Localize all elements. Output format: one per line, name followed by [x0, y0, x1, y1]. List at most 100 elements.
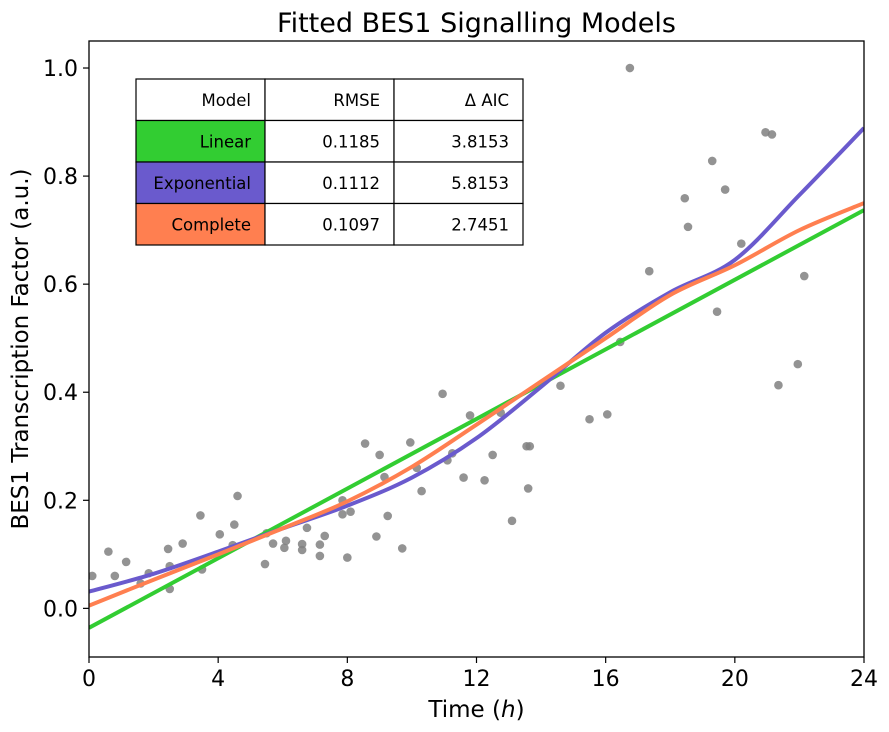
- data-point: [465, 411, 475, 420]
- data-point: [268, 539, 278, 548]
- data-point: [602, 410, 612, 419]
- table-cell: [135, 161, 266, 205]
- data-point: [178, 539, 187, 548]
- y-tick-label: 0.8: [43, 165, 78, 190]
- plot-area: [89, 63, 864, 630]
- y-axis-label: BES1 Transcription Factor (a.u.): [8, 168, 34, 529]
- data-point: [375, 450, 384, 460]
- data-point: [315, 551, 325, 561]
- data-point: [767, 130, 777, 139]
- axes: 0 4 8 12 16 20 24 0.0 0.2 0.4 0.6 0.8 1.0: [43, 57, 878, 692]
- table-cell: [264, 119, 395, 163]
- x-tick-label: 20: [721, 667, 749, 692]
- data-point: [761, 128, 770, 137]
- x-tick-label: 0: [82, 667, 96, 692]
- table-cell-text: 0.1185: [322, 132, 380, 151]
- data-point: [507, 516, 517, 526]
- data-point: [397, 544, 407, 553]
- data-point: [302, 523, 312, 533]
- data-point: [230, 520, 239, 529]
- data-point: [736, 239, 746, 248]
- data-point: [360, 439, 370, 448]
- y-tick-label: 0.4: [43, 381, 78, 406]
- model-stats-table: Model RMSE Δ AIC Linear 0.1185 3.8153 Exponent…: [135, 78, 524, 246]
- data-point: [680, 193, 690, 203]
- data-point: [438, 389, 447, 399]
- table-header-cell: [264, 78, 395, 122]
- data-point: [315, 540, 325, 549]
- data-point: [774, 380, 783, 390]
- data-point: [196, 511, 205, 520]
- x-tick-label: 16: [592, 667, 620, 692]
- table-cell-text: Complete: [171, 215, 251, 234]
- table-cell: [393, 161, 524, 205]
- x-axis-label: Time (h): [427, 697, 524, 723]
- y-tick-label: 0.6: [43, 273, 78, 298]
- table-header-text: Model: [201, 91, 251, 110]
- data-point: [793, 359, 803, 369]
- table-cell-text: 5.8153: [451, 174, 509, 193]
- data-point: [110, 571, 120, 581]
- table-cell-text: Linear: [200, 132, 251, 151]
- data-point: [163, 544, 173, 554]
- fit-line-linear: [89, 208, 864, 630]
- data-point: [215, 530, 225, 539]
- data-point: [343, 553, 352, 562]
- y-tick-label: 0.0: [43, 597, 78, 622]
- data-point: [683, 222, 693, 232]
- x-tick-label: 12: [463, 667, 491, 692]
- data-point: [799, 271, 809, 281]
- y-tick-label: 1.0: [43, 57, 78, 82]
- data-point: [372, 532, 381, 541]
- table-cell: [393, 202, 524, 246]
- data-point: [644, 266, 654, 276]
- x-tick-label: 24: [850, 667, 878, 692]
- table-cell: [264, 202, 395, 246]
- table-cell-text: 3.8153: [451, 132, 509, 151]
- data-point: [406, 438, 415, 447]
- x-tick-label: 4: [211, 667, 225, 692]
- x-tick-label: 8: [340, 667, 354, 692]
- table-header-text: Δ AIC: [465, 91, 509, 110]
- data-point: [281, 536, 291, 546]
- data-point: [625, 63, 635, 73]
- table-cell-text: 0.1097: [322, 215, 380, 234]
- fit-line-complete: [89, 201, 864, 608]
- table-cell: [135, 202, 266, 246]
- data-point: [89, 571, 97, 581]
- table-cell: [135, 119, 266, 163]
- data-point: [233, 491, 242, 501]
- table-cell: [393, 119, 524, 163]
- data-point: [346, 507, 355, 516]
- data-point: [121, 557, 131, 567]
- data-point: [260, 559, 270, 569]
- table-cell-text: Exponential: [153, 174, 251, 193]
- fit-line-exponential: [89, 126, 864, 594]
- data-point: [585, 414, 594, 424]
- chart-title: Fitted BES1 Signalling Models: [277, 8, 676, 39]
- table-header-text: RMSE: [333, 91, 380, 110]
- data-point: [707, 156, 717, 166]
- data-point: [320, 531, 330, 541]
- data-point: [480, 476, 489, 485]
- data-point: [280, 543, 289, 553]
- data-point: [459, 473, 468, 482]
- table-cell-text: 2.7451: [451, 215, 509, 234]
- data-point: [297, 545, 307, 555]
- data-point: [383, 511, 393, 521]
- data-point: [338, 510, 347, 519]
- table-cell-text: 0.1112: [322, 174, 380, 193]
- data-point: [720, 185, 730, 194]
- data-point: [297, 539, 307, 549]
- data-point: [556, 381, 565, 391]
- data-point: [488, 450, 497, 460]
- data-point: [523, 484, 533, 493]
- data-point: [417, 486, 426, 496]
- data-point: [525, 441, 535, 451]
- data-point: [104, 547, 113, 556]
- table-header-cell: [135, 78, 266, 122]
- table-header-cell: [393, 78, 524, 122]
- data-point: [712, 307, 722, 317]
- y-tick-label: 0.2: [43, 489, 78, 514]
